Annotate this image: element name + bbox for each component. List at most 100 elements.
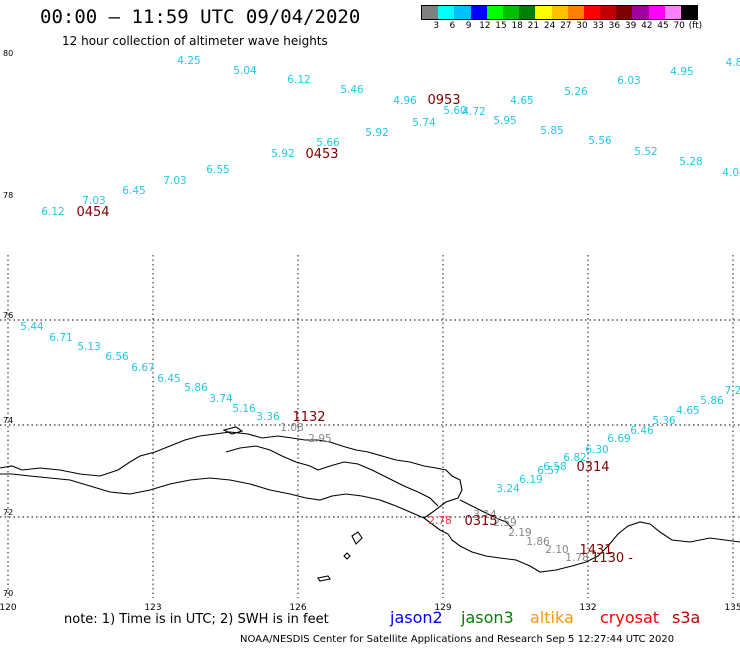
swh-label: 5.44 [20, 321, 44, 333]
map-title: 00:00 – 11:59 UTC 09/04/2020 [40, 6, 361, 28]
coastline [0, 426, 740, 582]
color-swatch [519, 6, 536, 19]
color-legend-bar [421, 5, 699, 20]
swh-label-low: 2.95 [308, 433, 331, 445]
color-swatch [454, 6, 471, 19]
satellite-legend-cryosat: cryosat [600, 608, 660, 627]
swh-label: 3.24 [496, 483, 520, 495]
color-swatch [422, 6, 439, 19]
swh-label: 6.12 [287, 74, 310, 86]
color-swatch [535, 6, 552, 19]
color-tick-label: 6 [449, 21, 456, 31]
swh-label-low: 3.14 [473, 509, 497, 521]
color-swatch [583, 6, 601, 19]
color-tick-label: 30 [576, 21, 588, 31]
coastline-inner [225, 445, 319, 471]
swh-label: 4.65 [676, 405, 699, 417]
swh-label: 6.45 [122, 185, 145, 197]
swh-label: 6.71 [49, 332, 72, 344]
swh-label: 4.95 [670, 66, 693, 78]
latitude-tick-label: 78 [3, 191, 13, 200]
pass-time-label: 0453 [305, 147, 338, 162]
color-tick-label: 3 [433, 21, 440, 31]
swh-label: 6.03 [617, 75, 640, 87]
color-tick-label: 12 [479, 21, 491, 31]
footer-credit: NOAA/NESDIS Center for Satellite Applica… [240, 634, 675, 645]
satellite-legend-altika: altika [530, 608, 574, 627]
swh-label: 5.52 [634, 146, 657, 158]
pass-time-label: 0314 [576, 460, 609, 475]
swh-label: 5.28 [679, 156, 702, 168]
graticule: 120 123 126 129 132 135 80 78 76 74 72 70 [0, 49, 740, 613]
color-swatch [502, 6, 520, 19]
swh-label: 6.19 [519, 474, 542, 486]
color-tick-label: 21 [527, 21, 540, 31]
coastline-islet-3 [222, 426, 244, 435]
color-tick-label: 15 [495, 21, 507, 31]
swh-label: 3.36 [256, 411, 280, 423]
swh-label: 6.30 [585, 444, 608, 456]
swh-label: 6.56 [105, 351, 129, 363]
pass-time-label: 1431 [579, 543, 612, 558]
coastline-lena-delta [423, 517, 740, 573]
wave-height-labels: 4.25 5.04 6.12 5.46 4.96 5.604.72 4.65 5.26 6.03… [20, 55, 740, 566]
color-tick-label: 9 [465, 21, 472, 31]
swh-label: 7.03 [163, 175, 186, 187]
color-swatch [470, 6, 487, 19]
swh-label: 5.26 [564, 86, 588, 98]
color-swatch [600, 6, 617, 19]
swh-label-low: 2.19 [508, 527, 531, 539]
longitude-tick-label: 123 [144, 603, 161, 613]
swh-label-low: 1.08 [280, 422, 303, 434]
color-tick-label: 27 [560, 21, 572, 31]
swh-label-low: 1.86 [526, 536, 550, 548]
color-swatch [648, 6, 665, 19]
swh-label: 6.67 [131, 362, 154, 374]
swh-label: 4.04 [722, 167, 740, 179]
color-swatch [632, 6, 649, 19]
swh-label: 5.36 [652, 415, 676, 427]
swh-label: 5.04 [233, 65, 257, 77]
coastline-islet-4 [343, 552, 351, 560]
swh-label: 7.2 [725, 385, 740, 397]
swh-label: 5.85 [540, 125, 563, 137]
color-tick-label: 24 [543, 21, 556, 31]
longitude-tick-label: 135 [724, 603, 740, 613]
latitude-tick-label: 74 [3, 416, 13, 425]
swh-label-low: 1.78 [565, 552, 588, 564]
color-swatch [486, 6, 503, 19]
latitude-tick-label: 70 [3, 589, 13, 598]
swh-label: 6.58 [543, 461, 566, 473]
longitude-tick-label: 132 [579, 603, 596, 613]
color-swatch [616, 6, 633, 19]
longitude-tick-label: 129 [434, 603, 451, 613]
color-tick-label: (ft) [688, 21, 703, 31]
longitude-tick-label: 126 [289, 603, 306, 613]
pass-time-label: 0315 [464, 514, 497, 529]
color-swatch [438, 6, 455, 19]
swh-label: 4.8 [726, 57, 740, 69]
swh-label: 4.65 [510, 95, 533, 107]
satellite-legend-s3a: s3a [672, 608, 701, 627]
pass-time-label: 0454 [76, 205, 109, 220]
swh-label-high: 2.78 [428, 515, 451, 527]
longitude-tick-label: 120 [0, 603, 17, 613]
coastline-taymyr [0, 431, 463, 519]
swh-label: 6.12 [41, 206, 64, 218]
swh-label-low: 2.10 [545, 544, 568, 556]
swh-label: 5.60 [443, 105, 466, 117]
swh-label: 7.03 [82, 195, 105, 207]
swh-label: 5.92 [271, 148, 294, 160]
swh-label: 6.57 [537, 465, 560, 477]
swh-label: 5.46 [340, 84, 364, 96]
color-swatch [551, 6, 568, 19]
latitude-tick-label: 80 [3, 49, 13, 58]
swh-label: 5.13 [77, 341, 100, 353]
swh-label: 6.45 [157, 373, 180, 385]
color-tick-label: 70 [673, 21, 685, 31]
swh-label: 4.72 [462, 106, 485, 118]
color-tick-label: 33 [592, 21, 604, 31]
coastline-islet-2 [317, 575, 331, 582]
color-tick-label: 45 [657, 21, 669, 31]
